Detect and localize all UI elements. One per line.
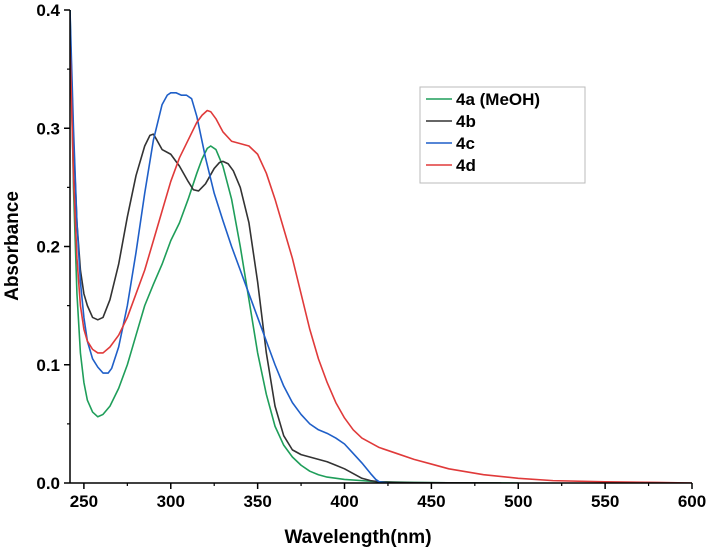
y-tick-label-3: 0.3 — [36, 119, 60, 138]
x-tick-label-1: 300 — [157, 492, 185, 511]
x-tick-label-6: 550 — [591, 492, 619, 511]
x-tick-label-2: 350 — [243, 492, 271, 511]
x-axis-title: Wavelength(nm) — [284, 527, 431, 548]
legend-label-3: 4d — [456, 156, 476, 175]
series-line-1 — [70, 21, 502, 483]
x-tick-label-0: 250 — [70, 492, 98, 511]
legend: 4a (MeOH) 4b 4c 4d — [419, 86, 586, 184]
y-tick-label-4: 0.4 — [36, 1, 60, 20]
series-line-2 — [70, 10, 389, 483]
x-tick-label-5: 500 — [504, 492, 532, 511]
axes: 250 300 350 400 450 500 550 600 0.0 0.1 0.2 0.3 0.4 — [36, 1, 706, 511]
plot-lines — [70, 10, 692, 483]
series-line-0 — [70, 10, 520, 483]
series-line-3 — [70, 44, 692, 483]
y-tick-label-1: 0.1 — [36, 356, 60, 375]
y-tick-label-2: 0.2 — [36, 238, 60, 257]
legend-label-0: 4a (MeOH) — [456, 90, 540, 109]
x-tick-label-7: 600 — [678, 492, 706, 511]
y-axis-title: Absorbance — [2, 191, 23, 301]
legend-label-1: 4b — [456, 112, 476, 131]
x-tick-label-4: 450 — [417, 492, 445, 511]
legend-label-2: 4c — [456, 134, 475, 153]
legend-box — [419, 86, 586, 184]
y-tick-label-0: 0.0 — [36, 474, 60, 493]
x-tick-label-3: 400 — [330, 492, 358, 511]
